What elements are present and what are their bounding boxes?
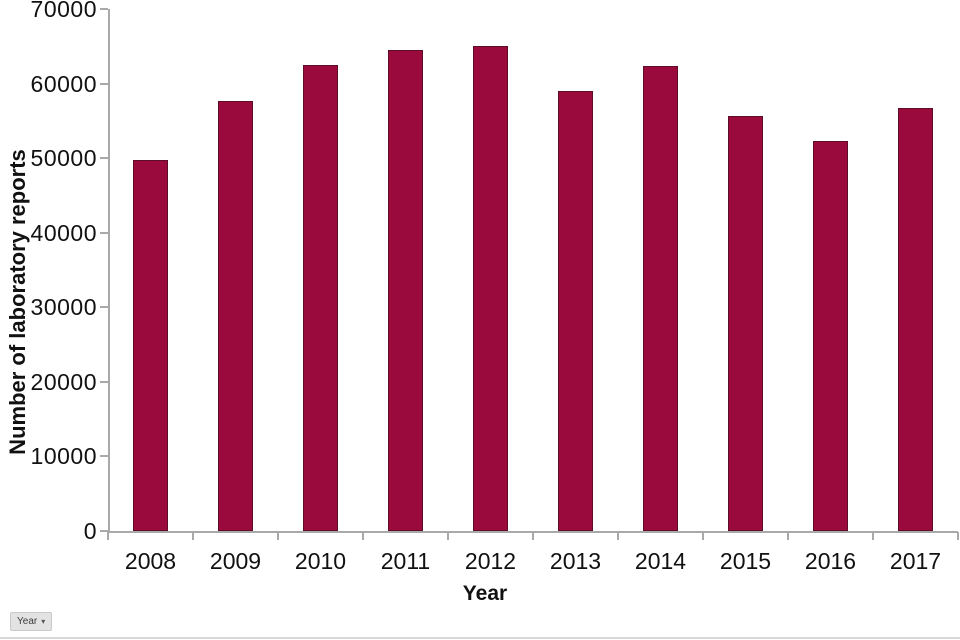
y-tick-mark <box>100 82 108 85</box>
x-tick-mark <box>277 532 279 540</box>
x-tick-mark <box>957 532 959 540</box>
x-tick-mark <box>787 532 789 540</box>
bar-2010 <box>303 64 338 531</box>
y-tick-label: 20000 <box>30 368 97 395</box>
bar-2008 <box>133 159 168 531</box>
x-tick-label: 2011 <box>380 548 431 574</box>
x-tick-label: 2016 <box>804 548 857 574</box>
y-axis-line <box>108 9 110 531</box>
x-tick-label: 2014 <box>634 548 687 574</box>
y-tick-mark <box>100 306 108 309</box>
x-tick-label: 2012 <box>464 548 517 574</box>
y-tick-label: 0 <box>83 518 97 544</box>
bar-2009 <box>218 101 253 531</box>
y-tick-label: 30000 <box>30 294 97 321</box>
x-tick-mark <box>362 532 364 540</box>
y-tick-label: 10000 <box>30 443 97 470</box>
bar-2013 <box>558 91 593 531</box>
y-tick-mark <box>100 157 108 160</box>
x-tick-label: 2015 <box>719 548 772 574</box>
y-tick-label: 40000 <box>30 219 97 246</box>
bottom-border-line <box>0 637 960 639</box>
bar-2012 <box>473 46 508 531</box>
x-tick-mark <box>532 532 534 540</box>
y-tick-mark <box>100 455 108 458</box>
y-tick-mark <box>100 380 108 383</box>
y-tick-label: 60000 <box>30 70 97 97</box>
bar-2017 <box>898 108 933 531</box>
x-tick-mark <box>702 532 704 540</box>
year-filter-label: Year <box>17 616 38 627</box>
bar-2011 <box>388 50 423 531</box>
bar-2014 <box>643 65 678 531</box>
x-axis-title: Year <box>462 582 508 605</box>
bar-2016 <box>813 140 848 531</box>
bar-2015 <box>728 115 763 531</box>
x-tick-label: 2009 <box>209 548 262 574</box>
x-tick-mark <box>192 532 194 540</box>
x-tick-label: 2008 <box>124 548 177 574</box>
dropdown-arrow-icon: ▾ <box>41 616 46 626</box>
x-tick-label: 2017 <box>889 548 942 574</box>
y-tick-label: 50000 <box>30 145 97 172</box>
x-tick-mark <box>107 532 109 540</box>
y-tick-mark <box>100 231 108 234</box>
y-tick-mark <box>100 8 108 10</box>
y-tick-mark <box>100 530 108 532</box>
x-tick-mark <box>447 532 449 540</box>
x-tick-mark <box>872 532 874 540</box>
x-tick-label: 2013 <box>549 548 602 574</box>
y-tick-label: 70000 <box>30 0 97 22</box>
x-tick-label: 2010 <box>294 548 347 574</box>
year-filter-button[interactable]: Year ▾ <box>10 612 53 631</box>
x-tick-mark <box>617 532 619 540</box>
